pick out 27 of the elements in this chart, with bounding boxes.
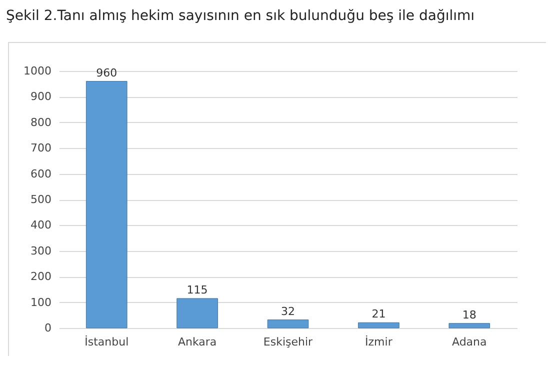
data-label: 32 <box>281 304 295 318</box>
x-tick-label: İstanbul <box>84 334 129 348</box>
bar <box>358 322 400 328</box>
y-tick-label: 900 <box>30 90 52 104</box>
x-tick-label: Ankara <box>178 336 217 348</box>
bar <box>86 81 128 328</box>
y-tick-label: 600 <box>30 167 52 180</box>
y-tick-label: 300 <box>30 244 52 258</box>
x-tick-label: İzmir <box>365 334 393 348</box>
x-tick-label: Adana <box>452 336 487 348</box>
y-tick-label: 1000 <box>24 64 52 78</box>
bar <box>176 298 218 328</box>
y-tick-label: 0 <box>44 322 52 334</box>
data-label: 960 <box>96 66 118 80</box>
y-tick-label: 800 <box>30 116 52 129</box>
y-tick-label: 200 <box>30 270 52 284</box>
data-label: 115 <box>186 283 208 296</box>
chart-title: Şekil 2.Tanı almış hekim sayısının en sık bulunduğu beş ile dağılımı <box>5 7 476 26</box>
y-tick-label: 700 <box>30 142 52 155</box>
bar <box>267 320 309 328</box>
x-tick-label: Eskişehir <box>263 336 314 348</box>
y-tick-label: 400 <box>30 218 52 232</box>
y-tick-label: 100 <box>30 296 52 309</box>
data-label: 21 <box>372 308 386 321</box>
y-tick-label: 500 <box>30 193 52 206</box>
data-label: 18 <box>462 308 476 322</box>
bar <box>448 323 490 328</box>
